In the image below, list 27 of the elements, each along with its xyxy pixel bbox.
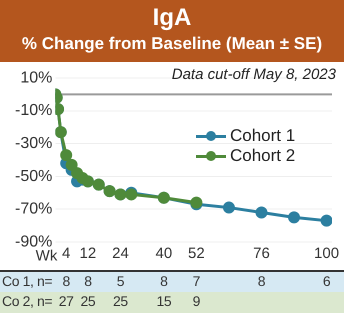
annotation: Data cut-off May 8, 2023 — [172, 66, 336, 83]
y-tick-label: -30% — [14, 135, 52, 152]
x-tick-label: 4 — [62, 245, 70, 262]
x-tick-label: 40 — [155, 245, 172, 262]
x-tick-label: 12 — [80, 245, 96, 262]
legend-label: Cohort 2 — [230, 146, 296, 166]
chart-subtitle: % Change from Baseline (Mean ± SE) — [20, 33, 324, 55]
point — [255, 206, 268, 218]
point — [66, 158, 78, 171]
x-axis-title: Wk — [36, 248, 58, 265]
x-tick-label: 24 — [112, 245, 129, 262]
text: Co 2, n= 27 25 25 15 9 — [2, 293, 200, 309]
y-tick-label: -10% — [14, 102, 52, 120]
point — [288, 211, 300, 224]
y-tick-label: -50% — [14, 168, 52, 185]
legend-label: Cohort 1 — [230, 126, 296, 146]
y-tick-label: -70% — [14, 200, 52, 218]
x-tick-label: 76 — [253, 245, 270, 262]
x-tick-label: 52 — [188, 245, 205, 262]
text: Co 1, n= 8 8 5 8 7 8 6 — [2, 273, 330, 289]
point — [222, 202, 235, 214]
chart-title: IgA — [152, 3, 192, 33]
y-tick-label: 10% — [20, 69, 52, 86]
point — [60, 149, 72, 162]
y-tick-label: -90% — [14, 233, 52, 250]
point — [320, 214, 332, 227]
x-tick-label: 100 — [314, 245, 340, 262]
